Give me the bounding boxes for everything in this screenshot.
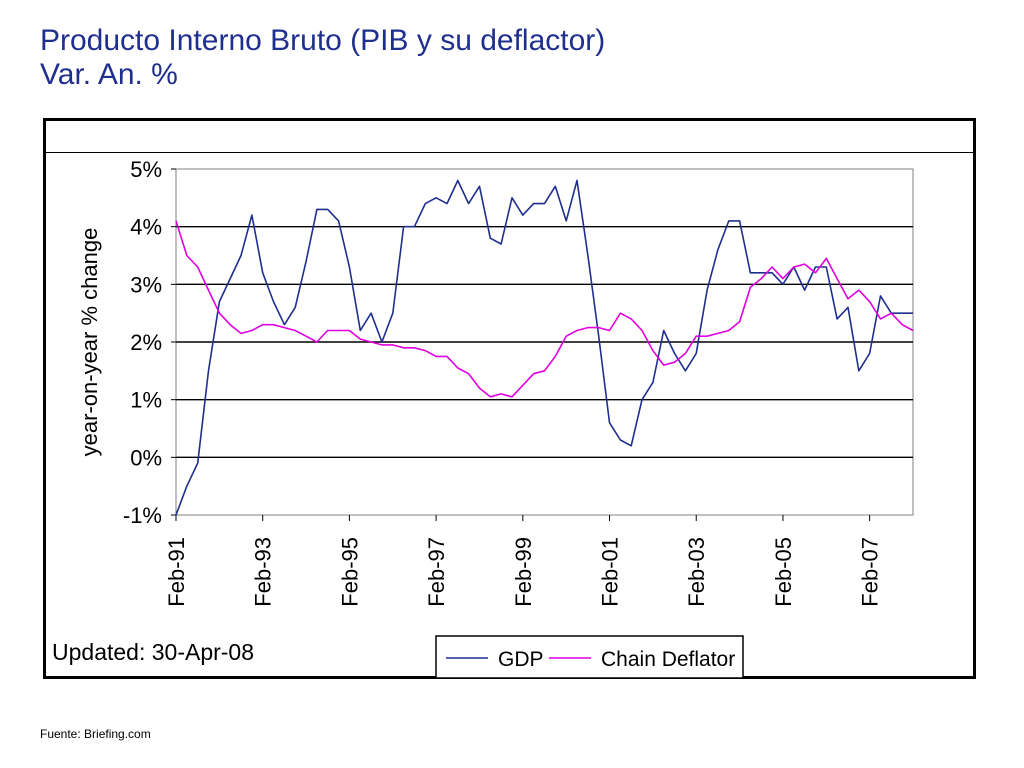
series-line-gdp xyxy=(175,179,913,516)
y-tick-label: 4% xyxy=(130,215,162,240)
y-tick-label: 3% xyxy=(130,272,162,297)
y-tick-label: -1% xyxy=(123,503,162,528)
x-tick-label: Feb-01 xyxy=(598,537,623,607)
y-tick-label: 5% xyxy=(130,157,162,182)
x-tick-label: Feb-91 xyxy=(164,537,189,607)
y-axis-label: year-on-year % change xyxy=(77,228,102,457)
y-tick-label: 1% xyxy=(130,388,162,413)
series-line-chain-deflator xyxy=(175,220,914,398)
source-note: Fuente: Briefing.com xyxy=(40,727,151,741)
page-subtitle: Var. An. % xyxy=(40,58,178,91)
legend-box xyxy=(435,635,744,679)
title-block: Producto Interno Bruto (PIB y su deflact… xyxy=(40,24,605,92)
legend-label: GDP xyxy=(498,648,544,671)
legend-label: Chain Deflator xyxy=(601,648,735,671)
x-tick-label: Feb-95 xyxy=(337,537,362,607)
y-tick-label: 2% xyxy=(130,330,162,355)
x-tick-label: Feb-05 xyxy=(771,537,796,607)
x-tick-label: Feb-93 xyxy=(251,537,276,607)
chart-frame-divider xyxy=(46,152,973,153)
x-tick-label: Feb-99 xyxy=(511,537,536,607)
x-tick-label: Feb-03 xyxy=(684,537,709,607)
page-title: Producto Interno Bruto (PIB y su deflact… xyxy=(40,24,606,57)
y-tick-label: 0% xyxy=(130,445,162,470)
updated-annotation: Updated: 30-Apr-08 xyxy=(52,639,254,665)
x-tick-label: Feb-07 xyxy=(858,537,883,607)
x-tick-label: Feb-97 xyxy=(424,537,449,607)
